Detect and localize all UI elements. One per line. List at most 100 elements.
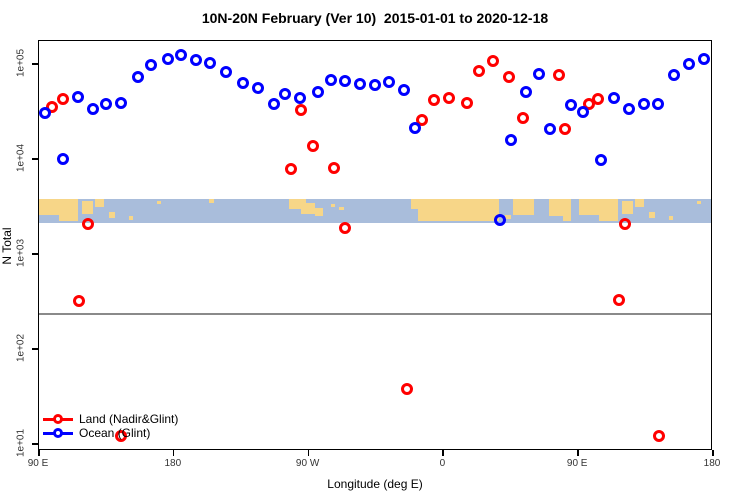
land-mass [82,201,93,215]
ocean-point [251,81,264,94]
land-point [558,122,571,135]
land-point [428,93,441,106]
x-axis-tick-label: 90 E [566,458,588,469]
land-mass [635,199,644,208]
land-point [653,430,666,443]
ocean-point [651,98,664,111]
land-point [73,295,86,307]
land-mass [339,207,344,211]
x-axis-tick-label: 90 W [295,458,320,469]
land-mass [331,204,335,208]
y-axis-tick-label: 1e+04 [15,143,27,173]
ocean-series-symbol [43,426,73,440]
legend-item-land: Land (Nadir&Glint) [43,412,178,426]
ocean-point [408,121,421,134]
x-axis-tick [712,450,714,456]
land-mass [59,199,78,222]
ocean-point [236,76,249,89]
ocean-point [175,48,188,61]
land-mass [622,201,633,215]
ocean-point [494,213,507,226]
ocean-point [131,71,144,84]
land-point [503,71,516,84]
x-axis-tick-label: 90 E [27,458,49,469]
ocean-point [564,99,577,112]
y-axis-title: N Total [0,227,14,265]
ocean-point [311,86,324,99]
ocean-point [576,105,589,118]
ocean-point [368,79,381,91]
ocean-point [325,73,338,86]
land-mass [505,215,511,220]
legend: Land (Nadir&Glint) Ocean (Glint) [43,412,178,440]
land-point [401,382,414,395]
land-point [618,217,631,230]
land-point [56,93,69,105]
x-axis-tick [442,450,444,456]
land-point [328,161,341,174]
land-point [295,103,308,116]
y-axis-tick-label: 1e+01 [15,428,27,458]
land-mass [418,199,499,222]
legend-item-ocean: Ocean (Glint) [43,426,178,440]
land-point [443,91,456,104]
land-mass [95,199,104,208]
ocean-point [353,77,366,90]
land-point [516,112,529,125]
land-mass [411,199,423,210]
chart-title: 10N-20N February (Ver 10) 2015-01-01 to … [201,10,549,26]
land-mass [697,201,701,205]
land-point [82,217,95,230]
land-point [338,221,351,234]
land-series-symbol [43,412,73,426]
ocean-point [504,134,517,147]
world-map-strip [39,199,711,223]
land-mass [669,216,673,221]
land-point [416,114,429,127]
ocean-point [533,67,546,80]
land-point [612,293,625,306]
ocean-point [145,58,158,71]
x-axis-tick-label: 180 [703,458,721,469]
land-mass [39,199,61,216]
reference-line [39,313,711,316]
ocean-point [398,84,411,97]
land-point [46,100,59,113]
ocean-point [383,75,396,88]
x-axis-tick [38,450,40,456]
land-mass [579,199,601,216]
ocean-point [698,52,710,65]
ocean-point [638,98,651,111]
land-mass [649,212,655,219]
land-point [552,68,565,81]
land-point [115,430,128,443]
ocean-point [161,52,174,65]
land-mass [209,199,214,204]
land-circle-icon [53,414,63,425]
ocean-point [519,86,532,99]
ocean-point [100,98,113,111]
ocean-point [623,102,636,115]
land-mass [109,212,115,219]
legend-label-land: Land (Nadir&Glint) [79,411,179,426]
land-point [473,64,486,77]
ocean-point [71,90,84,103]
ocean-point [86,103,99,116]
land-mass [315,208,323,217]
y-axis-tick [32,443,38,445]
ocean-point [115,96,128,109]
y-axis-tick-label: 1e+05 [15,48,27,78]
ocean-point [594,154,607,166]
land-point [486,54,499,67]
ocean-point [668,68,681,81]
ocean-point [39,106,51,119]
land-mass [563,199,571,222]
x-axis-tick [172,450,175,456]
ocean-point [203,57,216,70]
y-axis-tick-label: 1e+03 [15,238,27,268]
ocean-point [683,58,696,70]
land-mass [289,199,306,210]
land-mass [513,199,534,216]
ocean-point [268,98,281,111]
